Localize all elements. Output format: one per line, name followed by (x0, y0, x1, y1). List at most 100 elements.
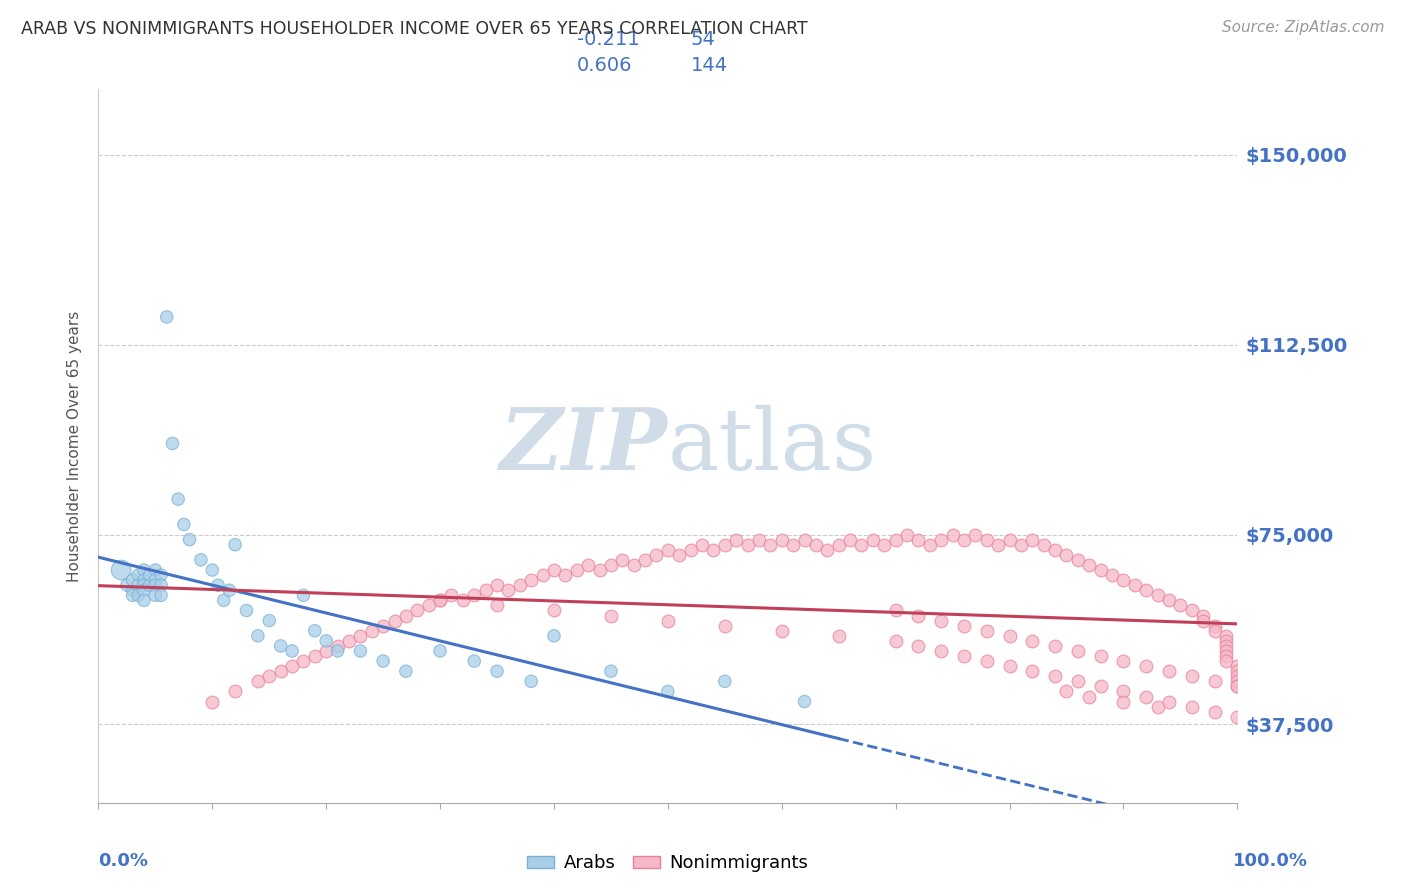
Point (1157, 593, 1180, 607)
Point (173, 517, 195, 532)
Point (657, 684, 679, 698)
Point (281, 659, 304, 673)
Point (759, 538, 782, 552)
Point (1146, 588, 1168, 602)
Point (349, 629, 371, 643)
Point (440, 588, 463, 602)
Point (270, 639, 292, 653)
Point (486, 578, 509, 592)
Point (953, 618, 976, 632)
Legend: Arabs, Nonimmigrants: Arabs, Nonimmigrants (520, 847, 815, 880)
Point (554, 568, 576, 582)
Point (1043, 639, 1066, 653)
Point (804, 538, 827, 552)
Point (224, 684, 246, 698)
Point (349, 644, 371, 658)
Point (326, 644, 349, 658)
Point (326, 639, 349, 653)
Point (1170, 599, 1192, 613)
Point (1112, 573, 1135, 587)
Point (884, 633, 907, 648)
Point (121, 573, 143, 587)
Point (315, 644, 337, 658)
Point (953, 648, 976, 663)
Point (201, 695, 224, 709)
Point (486, 599, 509, 613)
Point (645, 548, 668, 562)
Point (725, 533, 748, 547)
Point (634, 553, 657, 567)
Point (304, 648, 326, 663)
Point (1135, 583, 1157, 598)
Text: 54: 54 (690, 30, 716, 49)
Point (1032, 538, 1054, 552)
Point (531, 568, 554, 582)
Point (115, 578, 138, 592)
Point (1215, 644, 1237, 658)
Point (714, 538, 737, 552)
Point (486, 664, 509, 678)
Point (612, 553, 634, 567)
Point (976, 654, 998, 668)
Point (110, 563, 132, 577)
Point (463, 654, 485, 668)
Point (1090, 563, 1112, 577)
Point (371, 654, 394, 668)
Point (138, 568, 160, 582)
Point (896, 527, 918, 541)
Point (201, 563, 224, 577)
Point (942, 527, 965, 541)
Point (1101, 568, 1123, 582)
Point (429, 593, 451, 607)
Point (1043, 542, 1066, 557)
Point (1112, 684, 1135, 698)
Point (600, 664, 623, 678)
Point (395, 608, 418, 623)
Point (862, 533, 884, 547)
Text: -0.211: -0.211 (576, 30, 640, 49)
Point (976, 624, 998, 638)
Point (156, 310, 179, 324)
Point (907, 608, 929, 623)
Point (190, 553, 212, 567)
Point (884, 603, 907, 617)
Point (218, 583, 240, 598)
Point (384, 614, 406, 628)
Text: atlas: atlas (668, 404, 877, 488)
Point (150, 568, 173, 582)
Point (839, 533, 862, 547)
Point (929, 614, 952, 628)
Point (929, 533, 952, 547)
Point (520, 573, 543, 587)
Point (965, 527, 987, 541)
Point (1226, 674, 1249, 689)
Point (815, 542, 838, 557)
Point (1215, 654, 1237, 668)
Point (509, 578, 531, 592)
Point (1123, 578, 1146, 592)
Point (1054, 548, 1078, 562)
Point (1021, 633, 1043, 648)
Point (235, 603, 257, 617)
Point (929, 644, 952, 658)
Point (1157, 695, 1180, 709)
Point (600, 558, 623, 572)
Point (576, 558, 599, 572)
Point (1021, 533, 1043, 547)
Point (498, 583, 520, 598)
Point (702, 542, 724, 557)
Point (828, 538, 851, 552)
Point (714, 618, 737, 632)
Point (281, 644, 304, 658)
Point (132, 583, 155, 598)
Point (1226, 659, 1249, 673)
Point (1226, 710, 1249, 724)
Point (543, 629, 565, 643)
Text: 0.0%: 0.0% (98, 852, 149, 870)
Point (714, 674, 737, 689)
Point (623, 558, 645, 572)
Text: 0.606: 0.606 (576, 56, 633, 75)
Point (150, 588, 173, 602)
Point (873, 538, 896, 552)
Text: ZIP: ZIP (501, 404, 668, 488)
